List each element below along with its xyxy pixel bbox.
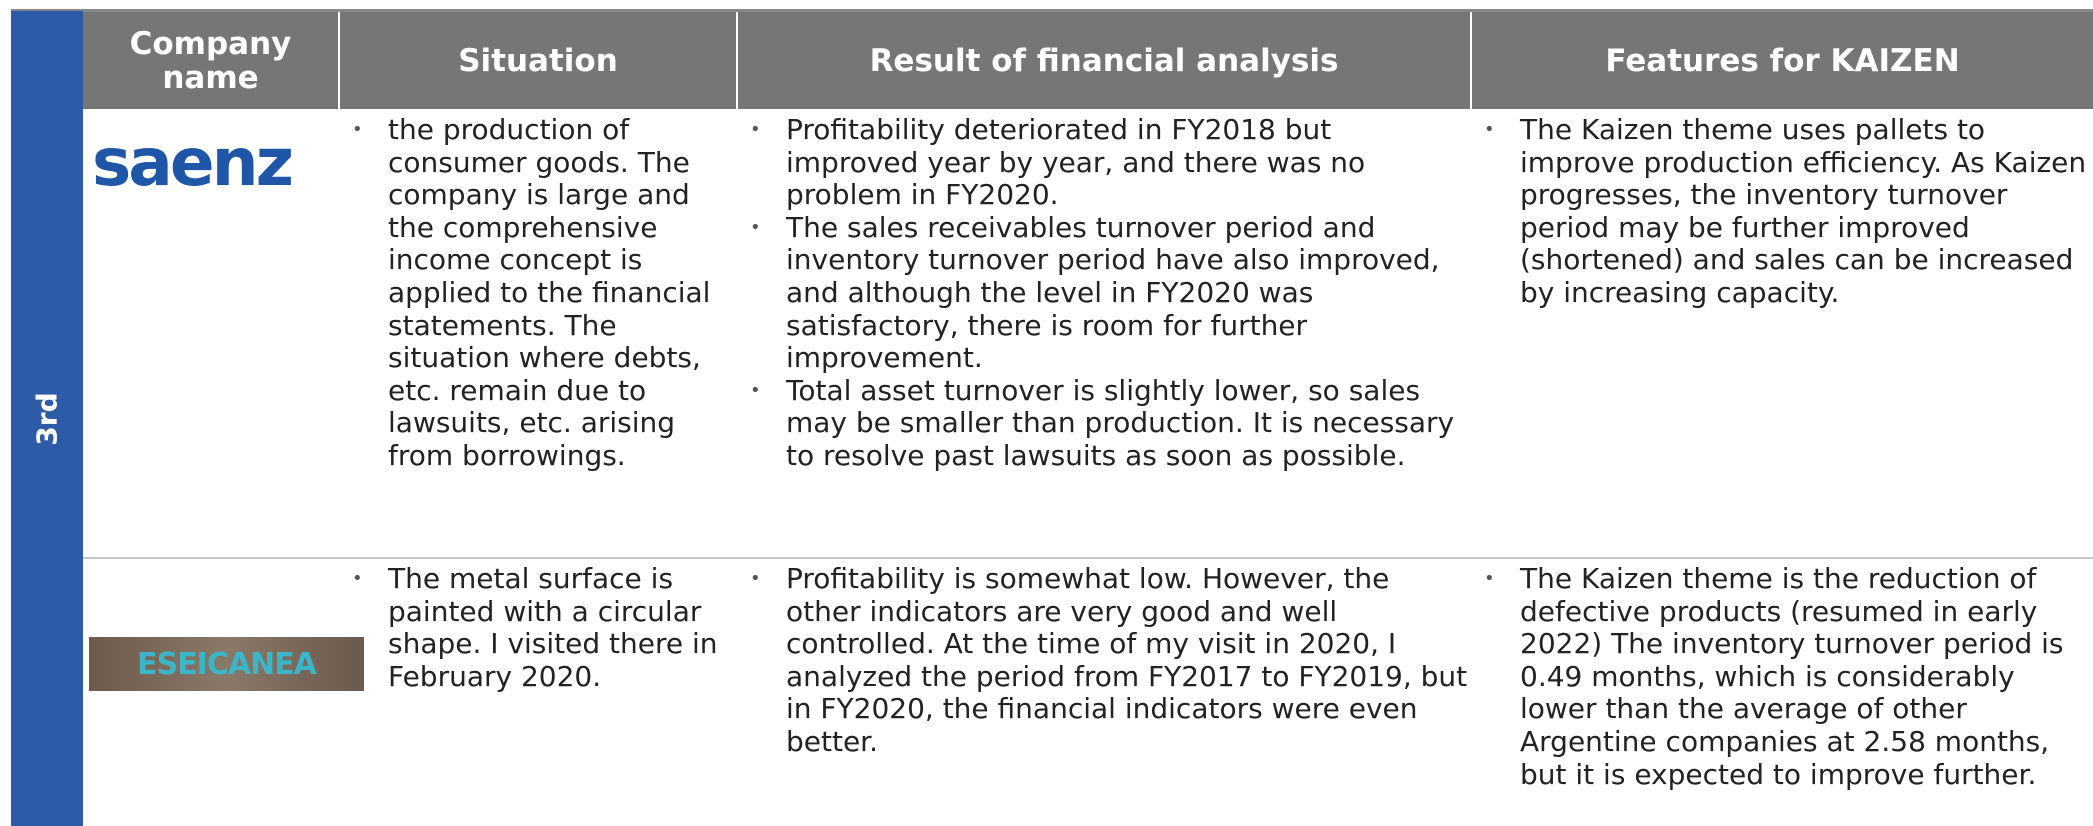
features-cell: The Kaizen theme is the reduction of def… bbox=[1476, 562, 2090, 791]
result-cell: Profitability is somewhat low. However, … bbox=[742, 562, 1470, 759]
header-cell: Result of financial analysis bbox=[738, 12, 1472, 109]
side-label: 3rd bbox=[30, 391, 64, 446]
bullet-item: Profitability is somewhat low. However, … bbox=[750, 562, 1470, 759]
header-cell: Company name bbox=[83, 12, 340, 109]
bullet-list: the production of consumer goods. The co… bbox=[344, 113, 736, 473]
situation-cell: the production of consumer goods. The co… bbox=[344, 113, 736, 473]
result-cell: Profitability deteriorated in FY2018 but… bbox=[742, 113, 1470, 473]
bullet-list: The Kaizen theme uses pallets to improve… bbox=[1476, 113, 2090, 310]
bullet-item: the production of consumer goods. The co… bbox=[352, 113, 736, 473]
bullet-item: The sales receivables turnover period an… bbox=[750, 211, 1470, 375]
features-cell: The Kaizen theme uses pallets to improve… bbox=[1476, 113, 2090, 310]
header-text: Features for KAIZEN bbox=[1605, 42, 1960, 79]
bullet-list: The Kaizen theme is the reduction of def… bbox=[1476, 562, 2090, 791]
header-cell: Situation bbox=[340, 12, 738, 109]
company-logo: ESEICANEA bbox=[89, 637, 364, 691]
bullet-list: Profitability deteriorated in FY2018 but… bbox=[742, 113, 1470, 473]
bullet-list: Profitability is somewhat low. However, … bbox=[742, 562, 1470, 759]
top-rule bbox=[11, 9, 2093, 12]
bullet-item: Profitability deteriorated in FY2018 but… bbox=[750, 113, 1470, 212]
header-text: Company name bbox=[129, 25, 292, 96]
bullet-item: The metal surface is painted with a circ… bbox=[352, 562, 736, 693]
company-logo: saenz bbox=[92, 124, 294, 201]
side-band: 3rd bbox=[11, 11, 83, 826]
row-divider bbox=[83, 557, 2093, 559]
bullet-item: Total asset turnover is slightly lower, … bbox=[750, 374, 1470, 473]
bullet-item: The Kaizen theme is the reduction of def… bbox=[1484, 562, 2090, 791]
situation-cell: The metal surface is painted with a circ… bbox=[344, 562, 736, 693]
bullet-item: The Kaizen theme uses pallets to improve… bbox=[1484, 113, 2090, 310]
header-cell: Features for KAIZEN bbox=[1472, 12, 2093, 109]
bullet-list: The metal surface is painted with a circ… bbox=[344, 562, 736, 693]
header-text: Result of financial analysis bbox=[869, 42, 1339, 79]
header-text: Situation bbox=[458, 42, 618, 79]
